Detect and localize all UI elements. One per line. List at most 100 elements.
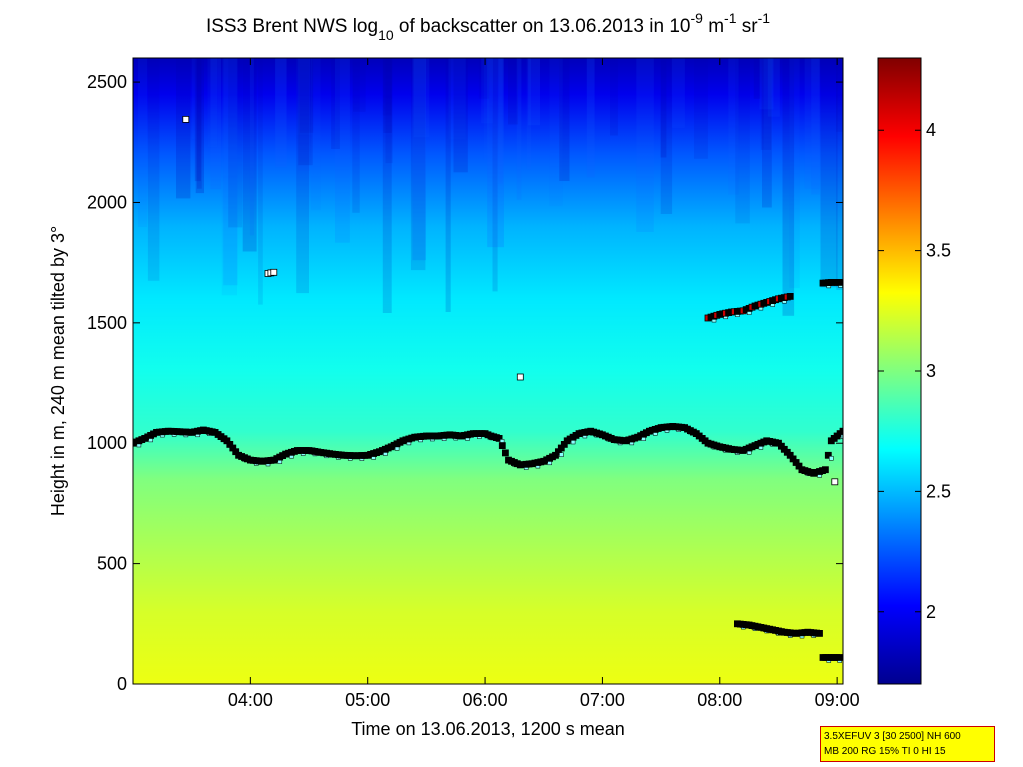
texture-streak (197, 58, 202, 189)
layer-marker (516, 373, 524, 381)
layer-marker (182, 116, 190, 123)
texture-streak (660, 58, 667, 158)
texture-streak (478, 58, 490, 99)
texture-streak (586, 58, 595, 178)
texture-streak (296, 58, 309, 294)
texture-streak (191, 58, 197, 139)
y-tick-label: 500 (97, 554, 127, 574)
marker-series (819, 278, 843, 289)
marker-series (133, 422, 843, 478)
info-line-1: 3.5XEFUV 3 [30 2500] NH 600 (824, 731, 961, 742)
texture-streak (753, 58, 761, 99)
marker-series (516, 373, 524, 381)
texture-streak (299, 58, 314, 133)
texture-streak (210, 58, 222, 190)
texture-streak (258, 58, 263, 305)
x-tick-label: 08:00 (697, 690, 742, 710)
colorbar-tick-label: 4 (926, 120, 936, 140)
plot-frame (132, 57, 844, 685)
layer-marker (831, 478, 839, 486)
texture-streak (487, 58, 504, 248)
marker-series (734, 620, 823, 639)
y-tick-label: 2000 (87, 192, 127, 212)
texture-streak (382, 58, 392, 313)
colorbar: 2 2.5 3 3.5 4 (877, 57, 951, 685)
texture-streak (296, 58, 312, 136)
marker-series (264, 268, 278, 277)
colorbar-tick-label: 3.5 (926, 241, 951, 261)
texture-streak (242, 58, 257, 252)
texture-streak (228, 58, 243, 228)
layer-marker-edge (829, 456, 834, 461)
texture-streak (559, 58, 570, 181)
info-line-2: MB 200 RG 15% TI 0 HI 15 (824, 746, 946, 757)
texture-streak (176, 58, 191, 199)
texture-streak (331, 58, 340, 149)
layer-marker (824, 451, 832, 459)
x-tick-label: 05:00 (345, 690, 390, 710)
texture-streak (194, 58, 201, 182)
texture-streak (445, 58, 451, 312)
texture-streak (508, 58, 518, 125)
layer-marker (837, 278, 843, 286)
texture-streak (782, 58, 795, 316)
texture-streak (352, 58, 360, 213)
texture-streak (147, 58, 160, 281)
texture-streak (410, 58, 426, 271)
texture-streak (836, 58, 843, 290)
texture-streak (820, 58, 838, 288)
texture-streak (735, 58, 750, 224)
texture-streak (528, 58, 540, 126)
texture-streak (195, 58, 204, 194)
y-tick-label: 1000 (87, 433, 127, 453)
texture-streak (223, 58, 238, 286)
texture-streak (413, 58, 430, 138)
texture-streak (275, 58, 287, 168)
y-tick-label: 0 (117, 674, 127, 694)
backscatter-texture (138, 58, 843, 316)
texture-streak (298, 58, 310, 171)
x-tick-label: 04:00 (228, 690, 273, 710)
texture-streak (767, 58, 780, 117)
texture-streak (492, 58, 498, 292)
layer-marker (816, 630, 823, 637)
layer-marker (495, 434, 503, 442)
texture-streak (836, 58, 843, 132)
texture-streak (549, 58, 563, 207)
colorbar-tick-label: 3 (926, 361, 936, 381)
texture-streak (811, 58, 820, 195)
info-box: 3.5XEFUV 3 [30 2500] NH 600 MB 200 RG 15… (820, 726, 995, 762)
colorbar-gradient (877, 57, 922, 685)
texture-streak (804, 58, 820, 189)
texture-streak (448, 58, 466, 140)
texture-streak (694, 58, 708, 159)
texture-streak (453, 58, 468, 173)
layer-marker-edge (840, 434, 843, 439)
texture-streak (249, 58, 254, 236)
y-axis: 0 500 1000 1500 2000 2500 (87, 72, 843, 694)
chart-title: ISS3 Brent NWS log10 of backscatter on 1… (206, 10, 770, 43)
texture-streak (412, 58, 426, 261)
marker-series (704, 292, 794, 323)
texture-streak (138, 58, 147, 227)
colorbar-tick-label: 2.5 (926, 481, 951, 501)
layer-marker (270, 268, 278, 276)
texture-streak (789, 58, 800, 289)
y-axis-label: Height in m, 240 m mean tilted by 3° (48, 226, 68, 516)
texture-streak (763, 58, 773, 153)
texture-streak (383, 58, 392, 133)
layer-marker (786, 292, 794, 300)
layer-marker (501, 449, 509, 457)
layer-height-markers (133, 116, 843, 663)
texture-streak (385, 58, 393, 164)
x-axis: 04:00 05:00 06:00 07:00 08:00 09:00 (228, 58, 860, 710)
texture-streak (760, 58, 772, 150)
texture-streak (759, 58, 774, 110)
texture-streak (311, 58, 321, 211)
texture-streak (728, 58, 739, 195)
texture-streak (671, 58, 685, 128)
texture-streak (762, 58, 772, 208)
texture-streak (516, 58, 522, 200)
texture-streak (483, 58, 489, 160)
